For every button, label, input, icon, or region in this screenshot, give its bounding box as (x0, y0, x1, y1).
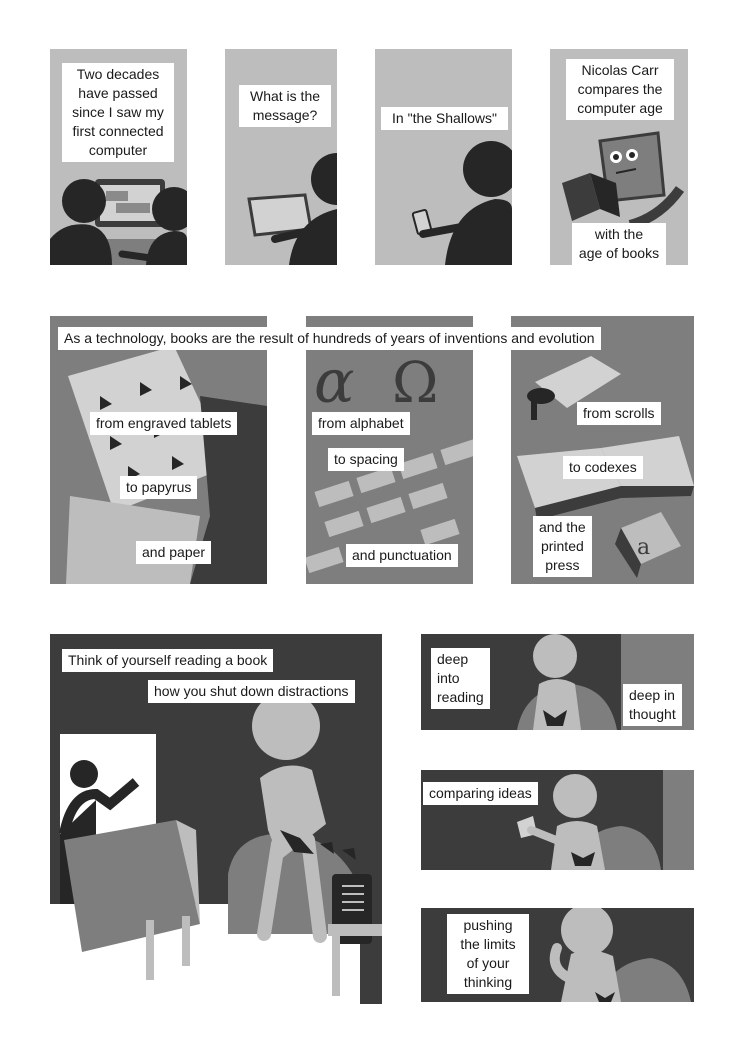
caption-reading-book: Think of yourself reading a book (62, 649, 274, 672)
panel-reading-book: Think of yourself reading a book how you… (50, 634, 382, 1004)
caption-engraved-tablets: from engraved tablets (90, 412, 238, 435)
caption-printed-press: and the printed press (533, 516, 592, 577)
panel-pushing-limits: pushing the limits of your thinking (421, 908, 694, 1002)
caption-age-of-books: with the age of books (572, 223, 666, 265)
banner-books-technology: As a technology, books are the result of… (58, 327, 601, 350)
reader-shutting-distractions-illustration (50, 692, 382, 1004)
panel-nicolas-carr: Nicolas Carr compares the computer age w… (550, 49, 688, 265)
person-with-laptop-illustration (247, 153, 337, 265)
caption-deep-into-reading: deep into reading (431, 648, 490, 709)
caption-two-decades: Two decades have passed since I saw my f… (62, 63, 174, 162)
panel-deep-reading: deep into reading deep in thought (421, 634, 694, 730)
panel-shallows: In "the Shallows" (375, 49, 512, 265)
panel-alphabet: α Ω from alphabet to spacing and punctua… (306, 316, 473, 584)
caption-comparing-ideas: comparing ideas (423, 782, 538, 805)
caption-punctuation: and punctuation (346, 544, 458, 567)
panel-comparing-ideas: comparing ideas (421, 770, 694, 870)
caption-codexes: to codexes (563, 456, 643, 479)
caption-papyrus: to papyrus (120, 476, 198, 499)
caption-spacing: to spacing (328, 448, 404, 471)
caption-in-the-shallows: In "the Shallows" (381, 107, 508, 130)
caption-pushing-limits: pushing the limits of your thinking (447, 914, 529, 994)
caption-alphabet: from alphabet (312, 412, 410, 435)
alphabet-keys-illustration: α Ω (306, 347, 473, 574)
computer-reading-book-illustration (562, 131, 685, 230)
two-people-at-computer-illustration (50, 179, 187, 265)
svg-text:Ω: Ω (392, 351, 438, 416)
caption-shut-down-distractions: how you shut down distractions (148, 680, 355, 703)
thinking-figure-illustration (549, 908, 691, 1002)
caption-what-message: What is the message? (239, 85, 331, 127)
caption-scrolls: from scrolls (577, 402, 661, 425)
panel-scrolls: a from scrolls to codexes and the printe… (511, 316, 694, 584)
panel-message: What is the message? (225, 49, 337, 265)
caption-paper: and paper (136, 541, 212, 564)
svg-text:a: a (637, 535, 650, 560)
panel-first-computer: Two decades have passed since I saw my f… (50, 49, 187, 265)
panel-tablets: from engraved tablets to papyrus and pap… (50, 316, 267, 584)
svg-text:α: α (314, 347, 355, 417)
person-with-phone-illustration (411, 141, 512, 265)
caption-nicolas-carr: Nicolas Carr compares the computer age (566, 59, 674, 120)
caption-deep-in-thought: deep in thought (623, 684, 682, 726)
comparing-ideas-figure-illustration (517, 770, 694, 870)
